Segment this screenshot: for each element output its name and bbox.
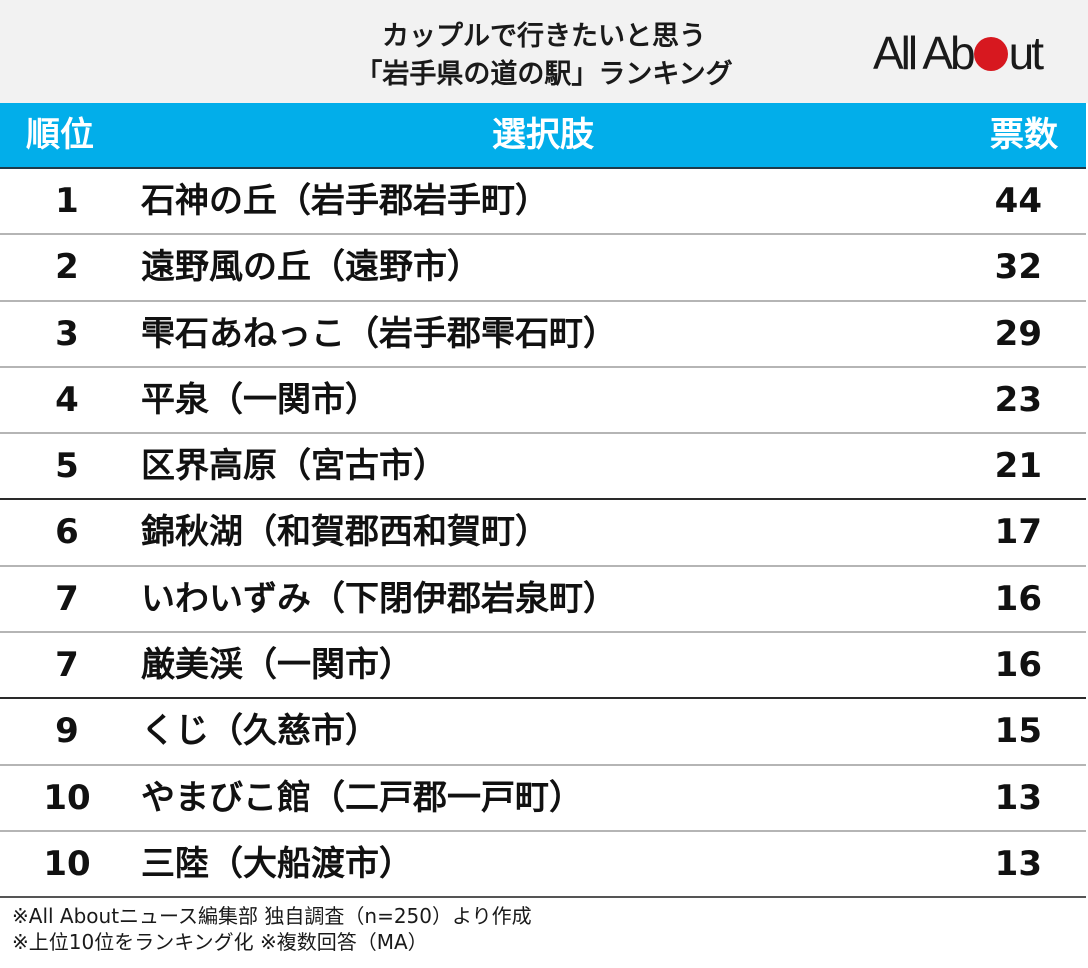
logo-red-dot-icon xyxy=(973,37,1008,71)
table-row: 6 錦秋湖（和賀郡西和賀町） 17 xyxy=(0,500,1086,567)
rank-cell: 9 xyxy=(55,711,79,752)
name-cell: 平泉（一関市） xyxy=(141,379,379,420)
table-row: 10 三陸（大船渡市） 13 xyxy=(0,832,1086,899)
table-row: 9 くじ（久慈市） 15 xyxy=(0,699,1086,766)
votes-cell: 13 xyxy=(994,843,1042,884)
ranking-table-body: 1 石神の丘（岩手郡岩手町） 44 2 遠野風の丘（遠野市） 32 3 雫石あね… xyxy=(0,169,1086,899)
table-row: 2 遠野風の丘（遠野市） 32 xyxy=(0,235,1086,302)
table-row: 10 やまびこ館（二戸郡一戸町） 13 xyxy=(0,766,1086,832)
footnote-method: ※上位10位をランキング化 ※複数回答（MA） xyxy=(12,930,428,954)
name-cell: くじ（久慈市） xyxy=(141,711,379,752)
allabout-logo: All Ab ut xyxy=(873,28,1073,78)
name-cell: 石神の丘（岩手郡岩手町） xyxy=(141,181,549,221)
votes-cell: 16 xyxy=(994,645,1042,686)
name-cell: 錦秋湖（和賀郡西和賀町） xyxy=(141,512,549,553)
table-row: 7 厳美渓（一関市） 16 xyxy=(0,633,1086,700)
rank-cell: 5 xyxy=(55,446,79,487)
title-area: カップルで行きたいと思う 「岩手県の道の駅」ランキング All Ab ut xyxy=(0,0,1088,103)
footnote-source: ※All Aboutニュース編集部 独自調査（n=250）より作成 xyxy=(12,904,532,928)
rank-cell: 7 xyxy=(55,645,79,686)
votes-cell: 23 xyxy=(994,379,1042,420)
name-cell: 雫石あねっこ（岩手郡雫石町） xyxy=(141,313,617,354)
table-row: 1 石神の丘（岩手郡岩手町） 44 xyxy=(0,169,1086,236)
rank-cell: 10 xyxy=(43,843,91,884)
logo-text-end: ut xyxy=(1008,27,1044,79)
votes-cell: 21 xyxy=(994,446,1042,487)
name-cell: 厳美渓（一関市） xyxy=(141,645,413,686)
header-votes: 票数 xyxy=(990,115,1058,155)
name-cell: やまびこ館（二戸郡一戸町） xyxy=(141,777,583,818)
table-row: 4 平泉（一関市） 23 xyxy=(0,368,1086,435)
votes-cell: 15 xyxy=(994,711,1042,752)
votes-cell: 13 xyxy=(994,777,1042,818)
header-choice: 選択肢 xyxy=(492,115,594,155)
rank-cell: 4 xyxy=(55,379,79,420)
votes-cell: 16 xyxy=(994,578,1042,619)
table-row: 7 いわいずみ（下閉伊郡岩泉町） 16 xyxy=(0,567,1086,634)
votes-cell: 44 xyxy=(994,181,1042,221)
table-row: 5 区界高原（宮古市） 21 xyxy=(0,434,1086,501)
votes-cell: 17 xyxy=(994,512,1042,553)
title-line-1: カップルで行きたいと思う xyxy=(382,21,706,52)
chart-title: カップルで行きたいと思う 「岩手県の道の駅」ランキング xyxy=(0,18,1088,94)
header-rank: 順位 xyxy=(26,115,94,155)
votes-cell: 32 xyxy=(994,247,1042,288)
title-line-2: 「岩手県の道の駅」ランキング xyxy=(355,59,733,90)
rank-cell: 2 xyxy=(55,247,79,288)
name-cell: 区界高原（宮古市） xyxy=(141,446,447,487)
rank-cell: 10 xyxy=(43,777,91,818)
rank-cell: 1 xyxy=(55,181,79,221)
rank-cell: 3 xyxy=(55,313,79,354)
rank-cell: 6 xyxy=(55,512,79,553)
table-row: 3 雫石あねっこ（岩手郡雫石町） 29 xyxy=(0,302,1086,368)
votes-cell: 29 xyxy=(994,313,1042,354)
footnotes: ※All Aboutニュース編集部 独自調査（n=250）より作成 ※上位10位… xyxy=(12,903,532,955)
name-cell: いわいずみ（下閉伊郡岩泉町） xyxy=(141,578,617,619)
logo-text-start: All Ab xyxy=(873,27,976,79)
name-cell: 遠野風の丘（遠野市） xyxy=(141,247,481,288)
rank-cell: 7 xyxy=(55,578,79,619)
name-cell: 三陸（大船渡市） xyxy=(141,843,413,884)
table-header: 選択肢 順位 票数 xyxy=(0,103,1086,169)
